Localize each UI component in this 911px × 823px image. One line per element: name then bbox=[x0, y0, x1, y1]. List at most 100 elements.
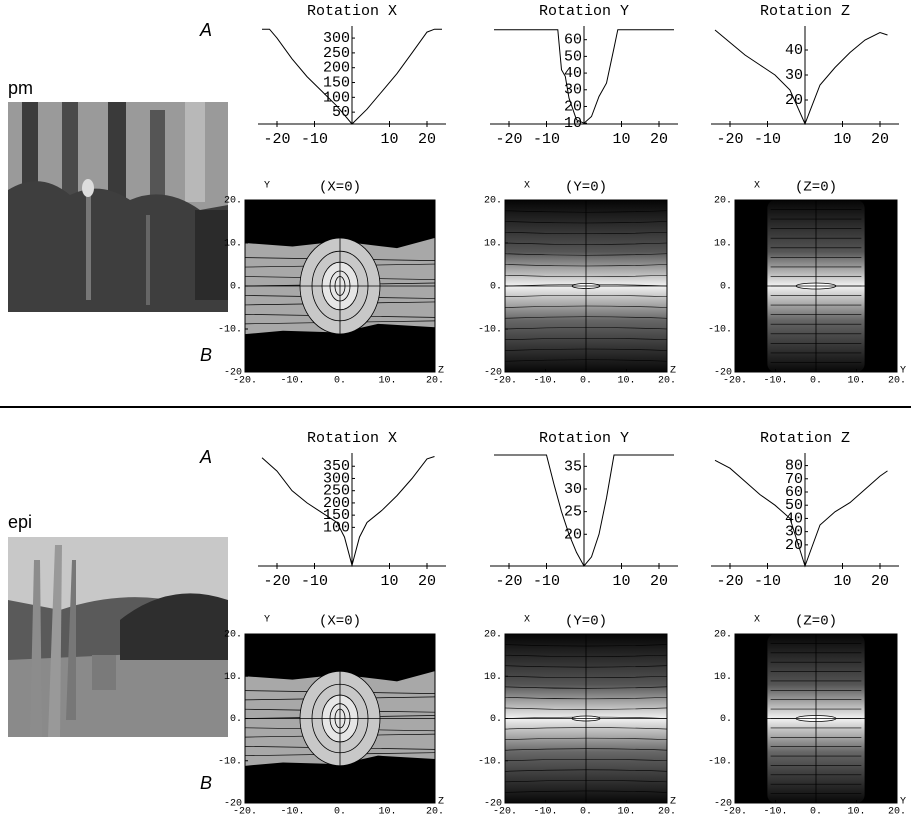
line-series bbox=[714, 459, 888, 568]
chart-title: (Z=0) bbox=[795, 614, 837, 630]
y-tick-label: -20 bbox=[714, 368, 732, 379]
x-tick-label: -20 bbox=[263, 131, 290, 148]
y-tick-label: 60 bbox=[785, 484, 803, 501]
x-axis-label: Z bbox=[438, 797, 444, 808]
x-tick-label: 20. bbox=[658, 376, 676, 387]
y-tick-label: 250 bbox=[323, 483, 350, 500]
y-tick-label: -10. bbox=[478, 756, 502, 767]
y-tick-label: 25 bbox=[564, 504, 582, 521]
y-tick-label: -10. bbox=[708, 756, 732, 767]
y-tick-label: 150 bbox=[323, 507, 350, 524]
x-tick-label: -20. bbox=[233, 376, 257, 387]
row-label: B bbox=[200, 773, 212, 793]
y-tick-label: 20 bbox=[564, 526, 582, 543]
y-tick-label: 0. bbox=[230, 282, 242, 293]
x-tick-label: -10 bbox=[301, 131, 328, 148]
row-label: A bbox=[199, 20, 212, 40]
y-tick-label: 60 bbox=[564, 32, 582, 49]
photo bbox=[8, 537, 228, 737]
x-tick-label: -20. bbox=[493, 376, 517, 387]
row-label: A bbox=[199, 447, 212, 467]
x-tick-label: -20 bbox=[263, 573, 290, 590]
y-tick-label: 0. bbox=[230, 714, 242, 725]
chart-title: Rotation X bbox=[307, 3, 397, 20]
y-axis-label: Y bbox=[264, 615, 270, 626]
line-series bbox=[262, 28, 442, 125]
y-tick-label: 250 bbox=[323, 45, 350, 62]
chart-title: (X=0) bbox=[319, 614, 361, 630]
x-tick-label: 10. bbox=[617, 807, 635, 818]
x-tick-label: 20 bbox=[650, 131, 668, 148]
y-tick-label: 10. bbox=[714, 672, 732, 683]
y-tick-label: 20. bbox=[484, 630, 502, 641]
x-tick-label: 20 bbox=[871, 573, 889, 590]
y-tick-label: 10. bbox=[714, 239, 732, 250]
x-tick-label: 20. bbox=[658, 807, 676, 818]
y-tick-label: -10. bbox=[708, 325, 732, 336]
y-tick-label: -10. bbox=[218, 325, 242, 336]
y-tick-label: 350 bbox=[323, 458, 350, 475]
x-tick-label: 10. bbox=[378, 376, 396, 387]
x-tick-label: -10. bbox=[280, 807, 304, 818]
chart-title: Rotation X bbox=[307, 430, 397, 447]
x-tick-label: -20 bbox=[716, 131, 743, 148]
x-tick-label: -10. bbox=[280, 376, 304, 387]
y-tick-label: 10 bbox=[564, 115, 582, 132]
y-tick-label: 35 bbox=[564, 458, 582, 475]
panel-name: pm bbox=[8, 78, 33, 98]
chart-title: Rotation Y bbox=[539, 3, 629, 20]
row-label: B bbox=[200, 345, 212, 365]
x-tick-label: -10 bbox=[754, 573, 781, 590]
x-tick-label: 0. bbox=[580, 807, 592, 818]
y-tick-label: 50 bbox=[564, 48, 582, 65]
y-axis-label: X bbox=[754, 181, 760, 192]
y-tick-label: 70 bbox=[785, 471, 803, 488]
y-tick-label: 300 bbox=[323, 30, 350, 47]
x-axis-label: Y bbox=[900, 797, 906, 808]
y-tick-label: 80 bbox=[785, 458, 803, 475]
y-tick-label: 40 bbox=[785, 42, 803, 59]
x-tick-label: 20. bbox=[888, 807, 906, 818]
x-tick-label: 10 bbox=[380, 573, 398, 590]
x-tick-label: 10 bbox=[612, 573, 630, 590]
chart-title: (Y=0) bbox=[565, 614, 607, 630]
y-tick-label: -20 bbox=[224, 368, 242, 379]
x-tick-label: 0. bbox=[810, 376, 822, 387]
y-tick-label: -10. bbox=[218, 756, 242, 767]
x-tick-label: 20 bbox=[650, 573, 668, 590]
y-tick-label: 10. bbox=[484, 239, 502, 250]
y-tick-label: -20 bbox=[484, 799, 502, 810]
chart-title: (Y=0) bbox=[565, 180, 607, 196]
x-tick-label: 10. bbox=[378, 807, 396, 818]
y-axis-label: X bbox=[524, 615, 530, 626]
y-tick-label: 20 bbox=[785, 537, 803, 554]
x-tick-label: -10. bbox=[533, 376, 557, 387]
x-tick-label: -20 bbox=[495, 131, 522, 148]
x-tick-label: 0. bbox=[334, 807, 346, 818]
x-tick-label: -20 bbox=[495, 573, 522, 590]
contour-plot bbox=[244, 200, 436, 372]
y-tick-label: 40 bbox=[564, 65, 582, 82]
x-tick-label: -20. bbox=[723, 376, 747, 387]
y-tick-label: 300 bbox=[323, 470, 350, 487]
x-tick-label: 20. bbox=[426, 376, 444, 387]
y-axis-label: Y bbox=[264, 181, 270, 192]
y-tick-label: 200 bbox=[323, 495, 350, 512]
x-tick-label: 10 bbox=[833, 131, 851, 148]
x-axis-label: Z bbox=[438, 366, 444, 377]
chart-title: Rotation Z bbox=[760, 430, 850, 447]
x-tick-label: 20 bbox=[418, 573, 436, 590]
chart-title: Rotation Y bbox=[539, 430, 629, 447]
y-tick-label: 10. bbox=[484, 672, 502, 683]
photo bbox=[8, 102, 228, 312]
x-tick-label: 0. bbox=[580, 376, 592, 387]
y-tick-label: -20 bbox=[224, 799, 242, 810]
x-tick-label: 20 bbox=[871, 131, 889, 148]
x-tick-label: 10 bbox=[612, 131, 630, 148]
line-series bbox=[261, 456, 435, 568]
x-tick-label: 20. bbox=[426, 807, 444, 818]
y-tick-label: -20 bbox=[484, 368, 502, 379]
y-tick-label: 200 bbox=[323, 60, 350, 77]
line-series bbox=[494, 29, 674, 124]
